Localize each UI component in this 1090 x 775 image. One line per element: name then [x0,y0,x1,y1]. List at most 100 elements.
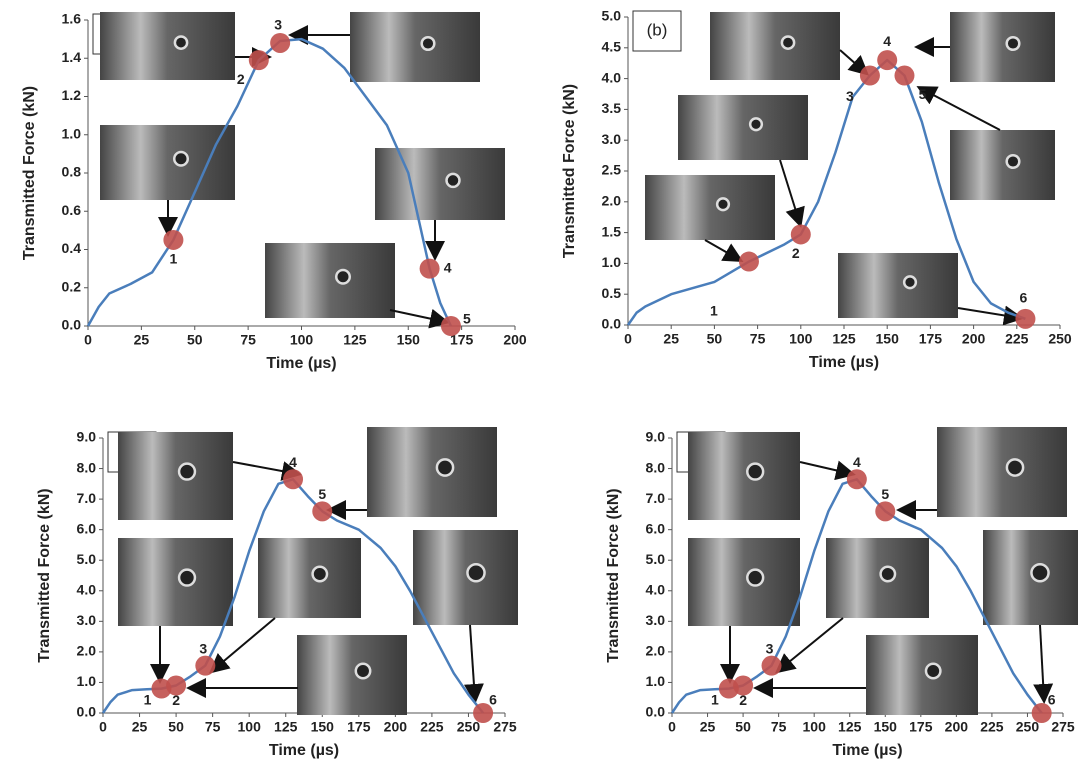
marker-label: 6 [1048,692,1056,708]
marker-label: 3 [846,88,854,104]
marker-label: 2 [792,245,800,261]
y-tick-label: 2.0 [77,643,97,659]
marker [875,501,895,521]
marker-label: 5 [919,86,927,102]
y-tick-label: 0.0 [77,704,97,720]
inset-photo [950,12,1055,82]
x-tick-label: 125 [838,719,862,735]
y-tick-label: 2.0 [646,643,666,659]
marker-label: 4 [289,454,297,470]
x-tick-label: 75 [205,719,221,735]
marker-label: 5 [881,486,889,502]
y-tick-label: 8.0 [646,459,666,475]
x-axis-title: Time (µs) [269,742,339,759]
inset-photo [937,427,1067,517]
x-tick-label: 150 [311,719,335,735]
y-tick-label: 9.0 [77,429,97,445]
inset-photo [258,538,361,618]
x-tick-label: 250 [1048,331,1072,347]
x-tick-label: 150 [874,719,898,735]
inset-photo [826,538,929,618]
marker-label: 2 [237,71,245,87]
marker [847,469,867,489]
y-tick-label: 1.0 [646,673,666,689]
y-tick-label: 7.0 [646,490,666,506]
inset-photo-ring [747,570,763,586]
inset-photo [688,432,800,520]
arrow [920,88,1000,130]
inset-photo-ring [1007,37,1020,50]
x-tick-label: 225 [420,719,444,735]
x-tick-label: 25 [700,719,716,735]
inset-photo-ring [313,567,327,581]
marker [195,656,215,676]
x-tick-label: 225 [1005,331,1029,347]
marker-label: 2 [172,692,180,708]
marker-label: 1 [711,691,719,707]
panel-label: (b) [647,20,668,39]
inset-photo [688,538,800,626]
inset-photo-ring [750,118,762,130]
marker [860,66,880,86]
inset-photo [866,635,978,715]
inset-photo-ring [336,270,350,284]
inset-photo [678,95,808,160]
x-tick-label: 100 [803,719,827,735]
y-tick-label: 9.0 [646,429,666,445]
y-tick-label: 4.0 [646,581,666,597]
marker [249,50,269,70]
y-tick-label: 5.0 [646,551,666,567]
y-tick-label: 6.0 [646,520,666,536]
y-tick-label: 3.0 [602,131,622,147]
inset-photo-ring [926,664,940,678]
x-tick-label: 0 [624,331,632,347]
inset-photo [375,148,505,220]
y-tick-label: 1.0 [602,254,622,270]
x-tick-label: 25 [663,331,679,347]
x-tick-label: 125 [832,331,856,347]
inset-photo-ring [904,276,916,288]
marker-label: 4 [883,33,891,49]
y-tick-label: 4.0 [602,69,622,85]
x-tick-label: 275 [493,719,517,735]
marker-label: 4 [853,454,861,470]
x-axis-title: Time (µs) [832,742,902,759]
marker [441,316,461,336]
marker-label: 3 [274,17,282,33]
marker-label: 1 [144,691,152,707]
x-tick-label: 125 [343,332,367,348]
x-tick-label: 75 [240,332,256,348]
y-axis-title: Transmitted Force (kN) [561,84,578,258]
y-axis-title: Transmitted Force (kN) [36,488,53,662]
y-tick-label: 0.5 [602,285,622,301]
x-tick-label: 100 [789,331,813,347]
marker-label: 4 [444,259,452,275]
inset-photo [118,538,233,626]
marker [894,66,914,86]
marker-label: 5 [463,311,471,327]
y-tick-label: 7.0 [77,490,97,506]
y-axis-title: Transmitted Force (kN) [605,488,622,662]
x-tick-label: 200 [384,719,408,735]
marker-label: 6 [489,692,497,708]
x-tick-label: 275 [1051,719,1075,735]
x-tick-label: 0 [99,719,107,735]
inset-photo-ring [1007,459,1023,475]
inset-photo [838,253,958,318]
y-tick-label: 3.0 [646,612,666,628]
x-axis-title: Time (µs) [266,355,336,372]
x-tick-label: 75 [771,719,787,735]
arrow [705,240,740,260]
x-tick-label: 250 [457,719,481,735]
y-tick-label: 0.0 [602,316,622,332]
inset-photo-ring [175,36,187,48]
y-tick-label: 5.0 [602,8,622,24]
x-tick-label: 100 [290,332,314,348]
x-axis-title: Time (µs) [809,354,879,371]
y-tick-label: 2.5 [602,162,622,178]
x-tick-label: 50 [168,719,184,735]
x-tick-label: 200 [945,719,969,735]
marker [312,501,332,521]
x-tick-label: 0 [84,332,92,348]
inset-photo [710,12,840,80]
